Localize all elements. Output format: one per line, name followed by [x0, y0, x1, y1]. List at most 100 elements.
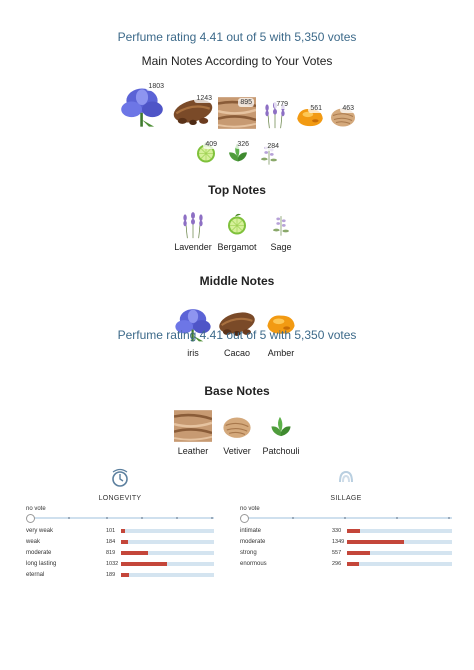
longevity-rows: very weak 101 weak 184 moderate 819 long lasti… — [26, 525, 214, 580]
vote-count: 326 — [235, 140, 251, 149]
bergamot-icon — [222, 208, 252, 240]
perfume-rating-overlay: Perfume rating 4.41 out of 5 with 5,350 … — [117, 328, 357, 342]
vote-bar — [121, 528, 214, 533]
vote-row[interactable]: enormous 296 — [240, 558, 452, 569]
no-vote-label: no vote — [26, 506, 46, 512]
vote-row[interactable]: very weak 101 — [26, 525, 214, 536]
vote-count: 284 — [265, 142, 281, 151]
amber-icon[interactable]: 561 — [294, 102, 326, 130]
note-cacao[interactable]: Cacao — [215, 300, 259, 358]
longevity-title: LONGEVITY — [98, 495, 142, 502]
patchouli-icon[interactable]: 326 — [223, 138, 253, 166]
base-notes-list: Leather Vetiver Patchouli — [0, 408, 474, 456]
cacao-icon[interactable]: 1243 — [170, 92, 216, 130]
slider-knob[interactable] — [26, 514, 35, 523]
vote-label: moderate — [26, 549, 52, 556]
middle-notes-title: Middle Notes — [199, 274, 275, 288]
leather-icon — [174, 408, 212, 444]
note-label: iris — [187, 348, 199, 358]
vote-row[interactable]: strong 557 — [240, 547, 452, 558]
top-notes-list: Lavender Bergamot Sage — [0, 208, 474, 252]
vote-bar-fill — [347, 550, 371, 555]
lavender-icon[interactable]: 779 — [258, 98, 292, 130]
vote-bar — [347, 561, 452, 566]
vote-label: eternal — [26, 571, 45, 578]
no-vote-label: no vote — [240, 506, 260, 512]
vote-count: 895 — [238, 98, 254, 107]
top-notes-title: Top Notes — [208, 183, 266, 197]
vote-row[interactable]: weak 184 — [26, 536, 214, 547]
sillage-slider[interactable] — [240, 514, 452, 523]
vote-count: 409 — [203, 140, 219, 149]
main-notes-heading: Main Notes According to Your Votes — [141, 54, 333, 68]
note-label: Cacao — [223, 348, 250, 358]
vote-count: 184 — [106, 538, 116, 545]
vote-label: weak — [26, 538, 41, 545]
note-label: Leather — [177, 446, 209, 456]
vote-bar — [121, 561, 214, 566]
note-bergamot[interactable]: Bergamot — [215, 208, 259, 252]
vote-count: 779 — [274, 100, 290, 109]
sillage-rows: intimate 330 moderate 1349 strong 557 enormous… — [240, 525, 452, 569]
note-leather[interactable]: Leather — [171, 408, 215, 456]
note-label: Sage — [270, 242, 292, 252]
vote-bar — [347, 528, 452, 533]
note-label: Patchouli — [262, 446, 300, 456]
vote-count: 189 — [106, 571, 116, 578]
vote-row[interactable]: eternal 189 — [26, 569, 214, 580]
sage-icon[interactable]: 284 — [255, 140, 283, 166]
note-patchouli[interactable]: Patchouli — [259, 408, 303, 456]
middle-notes-list: iris Cacao Amber — [0, 300, 474, 358]
vote-bar — [121, 539, 214, 544]
vote-bar-fill — [121, 550, 148, 555]
note-iris[interactable]: iris — [171, 300, 215, 358]
vote-count: 101 — [106, 527, 116, 534]
sage-icon — [267, 208, 295, 240]
vote-label: long lasting — [26, 560, 57, 567]
vote-count: 1349 — [332, 538, 345, 545]
leather-icon[interactable]: 895 — [218, 96, 256, 130]
lavender-icon — [176, 208, 210, 240]
bergamot-icon[interactable]: 409 — [191, 138, 221, 166]
vote-count: 561 — [308, 104, 324, 113]
note-amber[interactable]: Amber — [259, 300, 303, 358]
vote-bar-fill — [347, 561, 359, 566]
main-notes-row-2: 409 326 284 — [0, 138, 474, 166]
note-label: Amber — [267, 348, 295, 358]
vote-count: 463 — [340, 104, 356, 113]
vote-bar-fill — [121, 561, 167, 566]
slider-knob[interactable] — [240, 514, 249, 523]
vote-bar — [347, 550, 452, 555]
vote-count: 1243 — [194, 94, 214, 103]
vote-count: 1032 — [106, 560, 119, 567]
vetiver-icon[interactable]: 463 — [328, 102, 358, 130]
vote-bar-fill — [121, 528, 125, 533]
vote-label: moderate — [240, 538, 266, 545]
vote-bar — [121, 572, 214, 577]
sillage-title: SILLAGE — [330, 495, 362, 502]
note-sage[interactable]: Sage — [259, 208, 303, 252]
vote-row[interactable]: moderate 819 — [26, 547, 214, 558]
sillage-icon — [240, 468, 452, 493]
base-notes-title: Base Notes — [204, 384, 270, 398]
vote-label: intimate — [240, 527, 262, 534]
vote-bar-fill — [121, 572, 130, 577]
vote-count: 330 — [332, 527, 342, 534]
vote-bar — [121, 550, 214, 555]
vote-row[interactable]: intimate 330 — [240, 525, 452, 536]
iris-icon[interactable]: 1803 — [116, 80, 168, 130]
note-label: Lavender — [174, 242, 212, 252]
clock-icon — [26, 468, 214, 493]
vote-row[interactable]: long lasting 1032 — [26, 558, 214, 569]
note-lavender[interactable]: Lavender — [171, 208, 215, 252]
vote-count: 557 — [332, 549, 342, 556]
note-vetiver[interactable]: Vetiver — [215, 408, 259, 456]
vote-row[interactable]: moderate 1349 — [240, 536, 452, 547]
note-label: Vetiver — [223, 446, 251, 456]
vote-label: enormous — [240, 560, 267, 567]
longevity-slider[interactable] — [26, 514, 214, 523]
vote-count: 819 — [106, 549, 116, 556]
vote-count: 296 — [332, 560, 342, 567]
perfume-rating: Perfume rating 4.41 out of 5 with 5,350 … — [117, 30, 357, 44]
longevity-panel: LONGEVITY no vote very weak 101 weak 184 mod… — [26, 468, 214, 580]
